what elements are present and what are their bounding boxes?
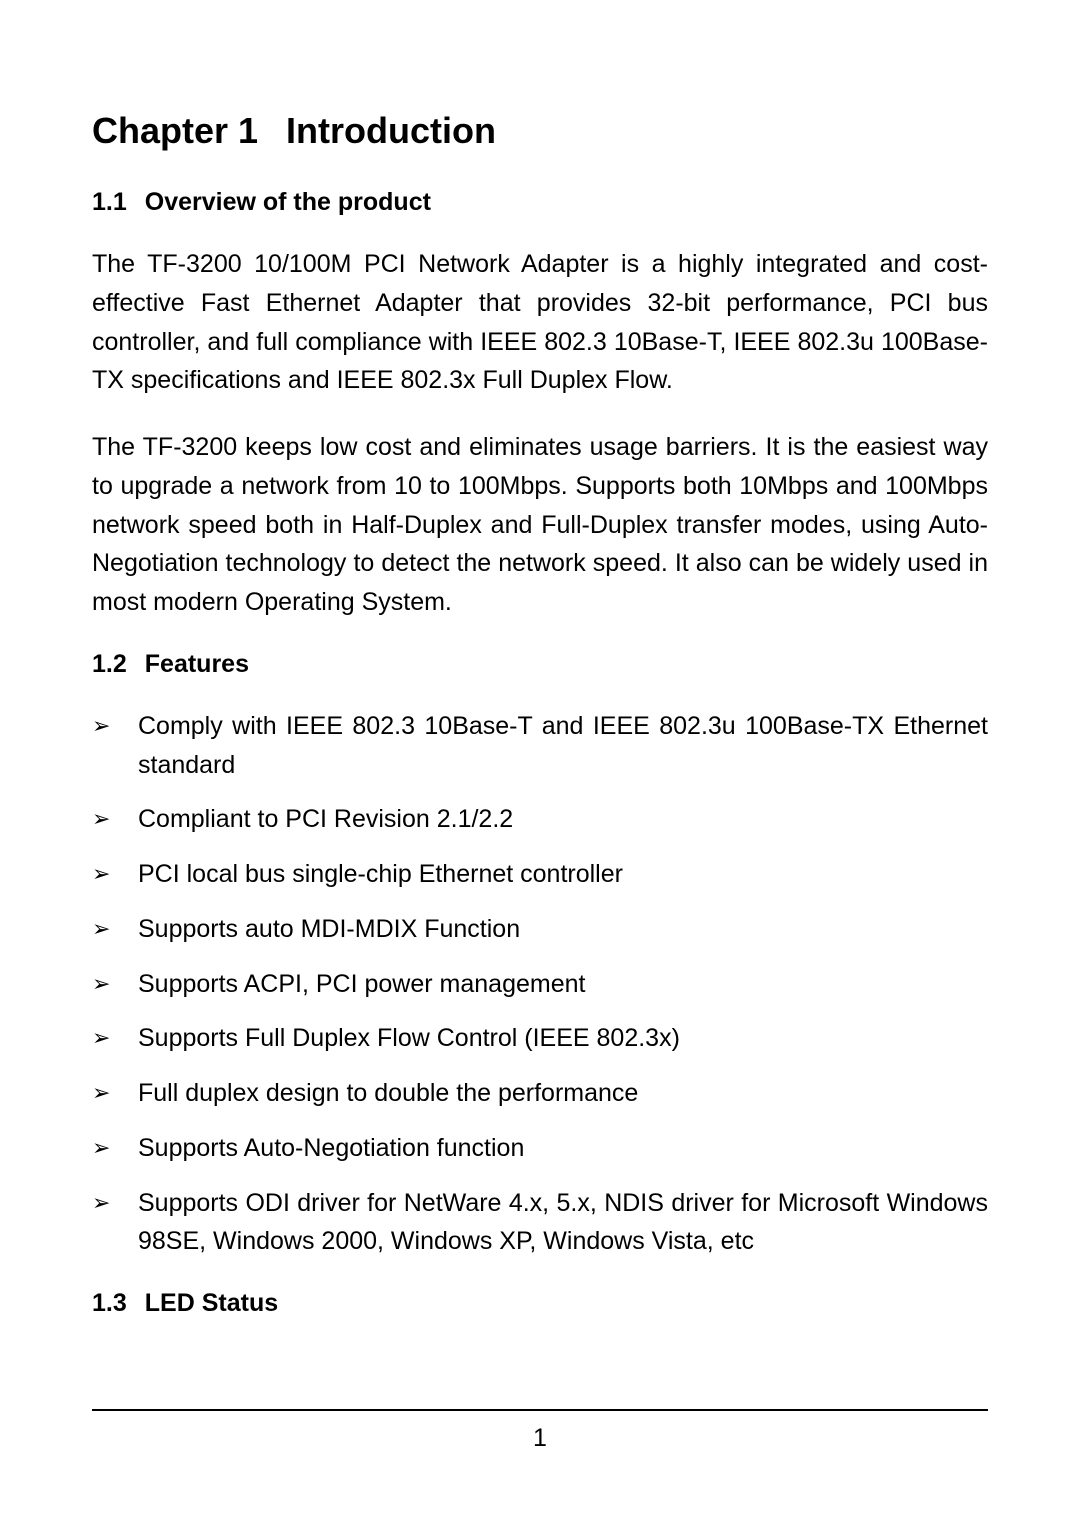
chapter-title-text: Introduction xyxy=(286,110,496,151)
bullet-arrow-icon: ➢ xyxy=(92,1129,138,1165)
section-1-2-title: Features xyxy=(145,650,249,678)
section-1-1-title: Overview of the product xyxy=(145,188,431,216)
feature-item: ➢ Supports Full Duplex Flow Control (IEE… xyxy=(92,1019,988,1058)
feature-item: ➢ Supports auto MDI-MDIX Function xyxy=(92,910,988,949)
feature-text: Supports Auto-Negotiation function xyxy=(138,1129,988,1168)
section-1-1-paragraph-1: The TF-3200 10/100M PCI Network Adapter … xyxy=(92,245,988,400)
bullet-arrow-icon: ➢ xyxy=(92,1184,138,1220)
section-1-1-heading: 1.1 Overview of the product xyxy=(92,188,988,217)
feature-item: ➢ Supports Auto-Negotiation function xyxy=(92,1129,988,1168)
feature-text: Supports Full Duplex Flow Control (IEEE … xyxy=(138,1019,988,1058)
bullet-arrow-icon: ➢ xyxy=(92,855,138,891)
chapter-title: Chapter 1 Introduction xyxy=(92,110,988,152)
feature-item: ➢ Supports ODI driver for NetWare 4.x, 5… xyxy=(92,1184,988,1262)
section-1-1-paragraph-2: The TF-3200 keeps low cost and eliminate… xyxy=(92,428,988,622)
bullet-arrow-icon: ➢ xyxy=(92,1019,138,1055)
bullet-arrow-icon: ➢ xyxy=(92,707,138,743)
section-1-2-number: 1.2 xyxy=(92,650,127,678)
bullet-arrow-icon: ➢ xyxy=(92,800,138,836)
chapter-number: Chapter 1 xyxy=(92,110,258,151)
feature-text: Supports auto MDI-MDIX Function xyxy=(138,910,988,949)
feature-item: ➢ Full duplex design to double the perfo… xyxy=(92,1074,988,1113)
section-1-2-heading: 1.2 Features xyxy=(92,650,988,679)
feature-text: Comply with IEEE 802.3 10Base-T and IEEE… xyxy=(138,707,988,785)
section-1-3-heading: 1.3 LED Status xyxy=(92,1289,988,1318)
feature-text: PCI local bus single-chip Ethernet contr… xyxy=(138,855,988,894)
section-1-3-title: LED Status xyxy=(145,1289,278,1317)
page-container: Chapter 1 Introduction 1.1 Overview of the… xyxy=(0,0,1080,1515)
page-number: 1 xyxy=(0,1424,1080,1453)
feature-text: Full duplex design to double the perform… xyxy=(138,1074,988,1113)
bullet-arrow-icon: ➢ xyxy=(92,910,138,946)
features-list: ➢ Comply with IEEE 802.3 10Base-T and IE… xyxy=(92,707,988,1261)
feature-text: Supports ODI driver for NetWare 4.x, 5.x… xyxy=(138,1184,988,1262)
feature-item: ➢ Supports ACPI, PCI power management xyxy=(92,965,988,1004)
footer-rule xyxy=(92,1409,988,1411)
bullet-arrow-icon: ➢ xyxy=(92,1074,138,1110)
section-1-1-number: 1.1 xyxy=(92,188,127,216)
feature-text: Supports ACPI, PCI power management xyxy=(138,965,988,1004)
section-1-3-number: 1.3 xyxy=(92,1289,127,1317)
feature-item: ➢ PCI local bus single-chip Ethernet con… xyxy=(92,855,988,894)
feature-item: ➢ Comply with IEEE 802.3 10Base-T and IE… xyxy=(92,707,988,785)
feature-text: Compliant to PCI Revision 2.1/2.2 xyxy=(138,800,988,839)
feature-item: ➢ Compliant to PCI Revision 2.1/2.2 xyxy=(92,800,988,839)
bullet-arrow-icon: ➢ xyxy=(92,965,138,1001)
